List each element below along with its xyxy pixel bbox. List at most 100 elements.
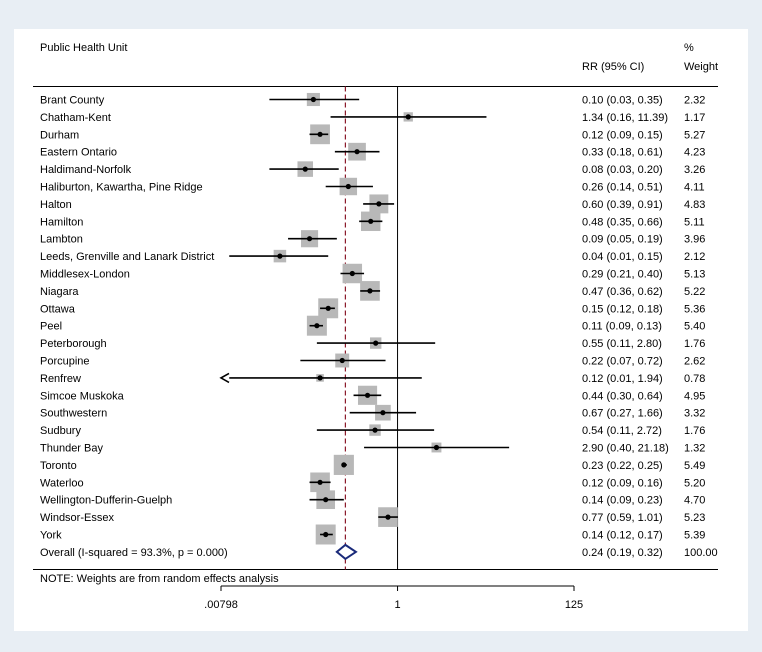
study-ci-text: 0.77 (0.59, 1.01) (582, 512, 663, 524)
study-point (339, 357, 345, 364)
study-weight-text: 3.32 (684, 408, 705, 420)
study-point (364, 392, 371, 398)
study-ci-text: 0.44 (0.30, 0.64) (582, 390, 663, 402)
study-ci-arrow (219, 372, 230, 384)
study-point (323, 531, 329, 538)
study-weight-text: 4.23 (684, 147, 705, 159)
study-point (314, 323, 320, 329)
study-point (306, 236, 313, 242)
study-name: Waterloo (40, 477, 84, 489)
study-ci-text: 0.47 (0.36, 0.62) (582, 286, 663, 298)
study-point (310, 96, 316, 103)
study-ci-text: 0.12 (0.01, 1.94) (582, 373, 663, 385)
study-weight-text: 5.39 (684, 530, 705, 542)
study-weight-text: 1.76 (684, 425, 705, 437)
study-weight-text: 2.32 (684, 95, 705, 107)
study-point (354, 149, 360, 155)
study-name: Chatham-Kent (40, 112, 111, 124)
study-name: Renfrew (40, 373, 81, 385)
study-ci-text: 0.54 (0.11, 2.72) (582, 425, 662, 437)
study-point (367, 288, 373, 294)
study-point (372, 427, 378, 433)
study-weight-text: 5.22 (684, 286, 705, 298)
study-ci-text: 2.90 (0.40, 21.18) (582, 443, 669, 455)
study-point (317, 131, 323, 137)
study-name: Toronto (40, 460, 77, 472)
study-point (376, 201, 382, 207)
study-weight-text: 4.83 (684, 199, 705, 211)
header-effect: RR (95% CI) (582, 61, 644, 73)
study-name: York (40, 530, 62, 542)
study-name: Ottawa (40, 303, 76, 315)
overall-diamond (335, 543, 358, 561)
study-ci-text: 0.55 (0.11, 2.80) (582, 338, 662, 350)
study-point (373, 340, 379, 346)
study-name: Simcoe Muskoka (40, 390, 125, 402)
study-weight-text: 4.95 (684, 390, 705, 402)
study-weight-text: 2.12 (684, 251, 705, 263)
study-weight-text: 5.40 (684, 321, 705, 333)
study-point (341, 462, 347, 468)
study-weight-text: 5.49 (684, 460, 705, 472)
study-point (317, 479, 323, 485)
study-weight-text: 3.26 (684, 164, 705, 176)
study-weight-text: 2.62 (684, 356, 705, 368)
study-point (349, 270, 355, 277)
study-name: Middlesex-London (40, 269, 130, 281)
x-axis-tick-label: 1 (394, 599, 400, 611)
study-ci-text: 0.22 (0.07, 0.72) (582, 356, 663, 368)
study-weight-text: 5.20 (684, 477, 705, 489)
study-weight-text: 3.96 (684, 234, 705, 246)
plot-panel (14, 29, 748, 631)
study-name: Eastern Ontario (40, 147, 117, 159)
study-ci-text: 0.67 (0.27, 1.66) (582, 408, 663, 420)
study-weight-text: 1.17 (684, 112, 705, 124)
study-weight-text: 5.36 (684, 303, 705, 315)
study-name: Wellington-Dufferin-Guelph (40, 495, 172, 507)
study-name: Peterborough (40, 338, 107, 350)
study-ci-text: 0.12 (0.09, 0.16) (582, 477, 663, 489)
study-point (302, 166, 308, 172)
study-weight-text: 5.11 (684, 216, 705, 228)
study-name: Southwestern (40, 408, 107, 420)
study-name: Sudbury (40, 425, 81, 437)
study-weight-text: 0.78 (684, 373, 705, 385)
study-point (323, 497, 329, 503)
study-point (368, 218, 374, 224)
study-name: Haldimand-Norfolk (40, 164, 132, 176)
study-ci-text: 0.14 (0.12, 0.17) (582, 530, 663, 542)
x-axis-tick-label: 125 (565, 599, 583, 611)
study-point (325, 305, 331, 311)
study-ci-text: 0.33 (0.18, 0.61) (582, 147, 663, 159)
study-name: Niagara (40, 286, 79, 298)
footnote: NOTE: Weights are from random effects an… (40, 573, 279, 585)
study-name: Halton (40, 199, 72, 211)
study-ci-text: 0.10 (0.03, 0.35) (582, 95, 663, 107)
study-weight-text: 1.76 (684, 338, 705, 350)
study-point (317, 375, 323, 381)
study-ci-text: 0.23 (0.22, 0.25) (582, 460, 663, 472)
overall-label: Overall (I-squared = 93.3%, p = 0.000) (40, 547, 228, 559)
study-name: Peel (40, 321, 62, 333)
study-point (380, 410, 386, 416)
overall-weight-text: 100.00 (684, 547, 718, 559)
study-weight-text: 5.13 (684, 269, 705, 281)
study-name: Durham (40, 129, 79, 141)
study-point (405, 114, 411, 120)
study-ci-text: 0.09 (0.05, 0.19) (582, 234, 663, 246)
header-study: Public Health Unit (40, 42, 127, 54)
study-ci-text: 0.08 (0.03, 0.20) (582, 164, 663, 176)
study-point (433, 444, 440, 451)
study-ci-text: 0.60 (0.39, 0.91) (582, 199, 663, 211)
study-name: Porcupine (40, 356, 90, 368)
study-ci-text: 0.26 (0.14, 0.51) (582, 182, 663, 194)
study-ci-text: 1.34 (0.16, 11.39) (582, 112, 668, 124)
study-weight-text: 4.11 (684, 182, 705, 194)
study-ci-text: 0.12 (0.09, 0.15) (582, 129, 663, 141)
study-ci-text: 0.48 (0.35, 0.66) (582, 216, 663, 228)
study-name: Hamilton (40, 216, 83, 228)
study-weight-text: 1.32 (684, 443, 705, 455)
study-name: Brant County (40, 95, 105, 107)
